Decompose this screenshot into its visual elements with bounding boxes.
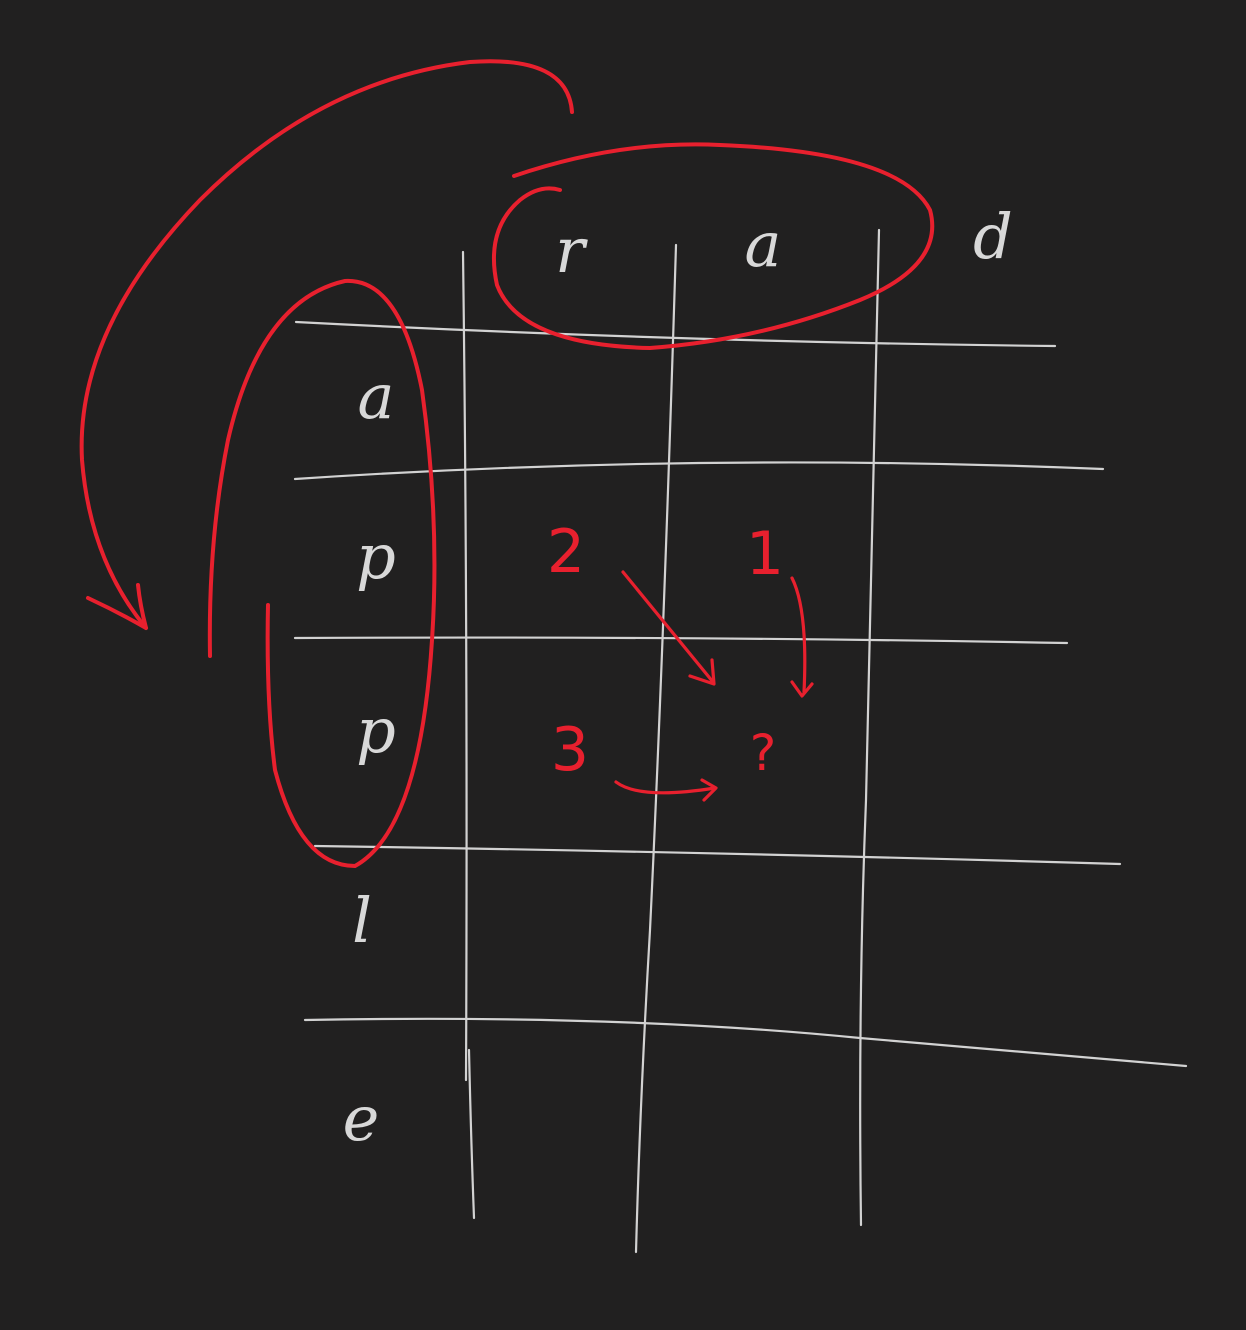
- row-header-p1: p: [356, 520, 396, 593]
- grid-line-v2: [634, 243, 678, 1254]
- cell-value-diagonal: 2: [547, 517, 585, 587]
- cell-values: 2 1 3 ?: [547, 517, 784, 785]
- left-arrow: [614, 780, 717, 795]
- cell-value-left: 3: [551, 715, 589, 785]
- grid-line-h4: [313, 844, 1122, 866]
- row-header-l: l: [352, 884, 372, 957]
- cell-value-target: ?: [750, 724, 777, 782]
- grid-line-h1: [294, 320, 1057, 348]
- column-prefix-ellipse: [492, 142, 935, 350]
- grid-line-v3: [859, 228, 881, 1227]
- row-header-p2: p: [356, 694, 396, 767]
- transform-arrow: [79, 59, 574, 630]
- grid-line-v1b: [467, 1048, 476, 1220]
- column-header-d: d: [973, 200, 1013, 273]
- grid-line-h2: [293, 461, 1105, 481]
- top-arrowhead: [790, 680, 814, 698]
- highlight-ellipses: [207, 142, 935, 868]
- column-header-r: r: [555, 214, 588, 287]
- diagonal-arrowhead: [688, 658, 716, 686]
- row-header-a: a: [358, 360, 395, 433]
- column-headers: r a d: [555, 200, 1013, 287]
- row-header-e: e: [343, 1082, 380, 1155]
- grid-line-h3: [293, 636, 1069, 645]
- transform-arrow-curve: [79, 59, 574, 630]
- grid-line-v1: [461, 250, 468, 1082]
- grid-vertical-lines: [461, 228, 881, 1254]
- row-headers: a p p l e: [343, 360, 396, 1155]
- grid-line-h5: [303, 1017, 1188, 1068]
- diagonal-arrow: [621, 570, 715, 684]
- grid-horizontal-lines: [293, 320, 1188, 1068]
- cell-value-top: 1: [746, 519, 784, 589]
- row-prefix-ellipse: [207, 278, 437, 868]
- top-arrow: [790, 576, 807, 694]
- column-header-a: a: [745, 208, 782, 281]
- transform-arrowhead: [86, 583, 148, 630]
- dependency-arrows: [614, 570, 814, 802]
- left-arrowhead: [700, 778, 718, 802]
